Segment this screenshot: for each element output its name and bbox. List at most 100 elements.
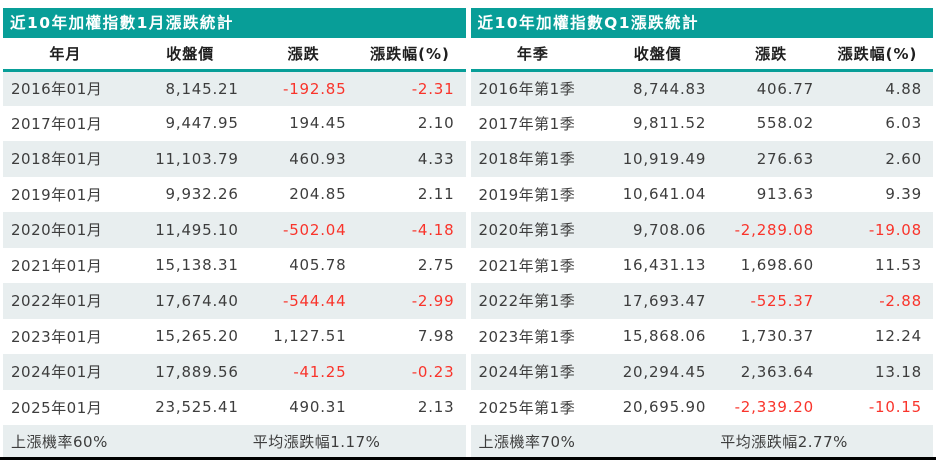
change-cell: 913.63 [756, 185, 814, 204]
table-row: 2016年01月 8,145.21 -192.85 -2.31 [3, 70, 466, 106]
table-row: 2019年01月 9,932.26 204.85 2.11 [3, 176, 466, 212]
table-row: 2020年01月 11,495.10 -502.04 -4.18 [3, 212, 466, 248]
col-header-period: 年月 [3, 38, 128, 72]
change-cell: 406.77 [756, 79, 814, 98]
q1-stats-table: 近10年加權指數Q1漲跌統計 年季 收盤價 漲跌 漲跌幅(%) 2016年第1季… [470, 8, 933, 457]
change-pct-cell: 2.75 [417, 256, 455, 275]
change-cell: -192.85 [283, 79, 347, 98]
period-cell: 2023年第1季 [478, 327, 576, 346]
table-row: 2020年第1季 9,708.06 -2,289.08 -19.08 [470, 212, 933, 248]
close-cell: 8,744.83 [633, 79, 707, 98]
period-cell: 2020年01月 [11, 221, 103, 240]
period-cell: 2024年第1季 [478, 363, 576, 382]
change-cell: 1,730.37 [740, 327, 814, 346]
close-cell: 10,919.49 [622, 149, 707, 168]
col-header-change-pct: 漲跌幅(%) [822, 38, 933, 72]
period-cell: 2022年第1季 [478, 292, 576, 311]
change-pct-cell: 7.98 [417, 327, 455, 346]
change-cell: 194.45 [289, 114, 347, 133]
change-cell: -2,289.08 [734, 220, 814, 239]
change-pct-cell: 2.13 [417, 398, 455, 417]
close-cell: 10,641.04 [622, 185, 707, 204]
period-cell: 2019年第1季 [478, 185, 576, 204]
table-row: 2023年第1季 15,868.06 1,730.37 12.24 [470, 318, 933, 354]
tables-container: 近10年加權指數1月漲跌統計 年月 收盤價 漲跌 漲跌幅(%) 2016年01月… [3, 8, 933, 457]
page: 近10年加權指數1月漲跌統計 年月 收盤價 漲跌 漲跌幅(%) 2016年01月… [3, 8, 933, 457]
change-cell: -544.44 [283, 291, 347, 310]
change-pct-cell: 11.53 [875, 256, 922, 275]
win-rate-label: 上漲機率60% [11, 432, 108, 451]
table-row: 2025年01月 23,525.41 490.31 2.13 [3, 389, 466, 425]
table-row: 2024年第1季 20,294.45 2,363.64 13.18 [470, 354, 933, 390]
table-row: 2019年第1季 10,641.04 913.63 9.39 [470, 176, 933, 212]
table-row: 2021年第1季 16,431.13 1,698.60 11.53 [470, 247, 933, 283]
close-cell: 20,695.90 [622, 398, 707, 417]
summary-row: 上漲機率70% 平均漲跌幅2.77% [470, 425, 933, 457]
change-pct-cell: 12.24 [875, 327, 922, 346]
change-pct-cell: -2.88 [879, 291, 922, 310]
change-cell: -2,339.20 [734, 398, 814, 417]
period-cell: 2022年01月 [11, 292, 103, 311]
table-title-bar: 近10年加權指數1月漲跌統計 [3, 8, 466, 38]
close-cell: 9,932.26 [165, 185, 239, 204]
col-header-close: 收盤價 [595, 38, 721, 72]
change-pct-cell: 4.33 [417, 149, 455, 168]
close-cell: 15,868.06 [622, 327, 707, 346]
bottom-rule [0, 457, 936, 460]
close-cell: 17,693.47 [622, 291, 707, 310]
table-title: 近10年加權指數Q1漲跌統計 [477, 14, 700, 32]
change-pct-cell: -4.18 [411, 220, 455, 239]
change-pct-cell: -2.31 [411, 79, 455, 98]
table-row: 2024年01月 17,889.56 -41.25 -0.23 [3, 354, 466, 390]
change-cell: -502.04 [283, 220, 347, 239]
close-cell: 8,145.21 [165, 79, 239, 98]
change-cell: 460.93 [289, 149, 347, 168]
table-title-bar: 近10年加權指數Q1漲跌統計 [470, 8, 933, 38]
win-rate-label: 上漲機率70% [478, 432, 576, 451]
table-row: 2018年第1季 10,919.49 276.63 2.60 [470, 141, 933, 177]
close-cell: 11,495.10 [155, 220, 239, 239]
change-cell: 2,363.64 [740, 362, 814, 381]
data-table: 年月 收盤價 漲跌 漲跌幅(%) 2016年01月 8,145.21 -192.85… [3, 38, 466, 425]
change-cell: 490.31 [289, 398, 347, 417]
change-pct-cell: 2.10 [417, 114, 455, 133]
col-header-close: 收盤價 [127, 38, 253, 72]
table-row: 2018年01月 11,103.79 460.93 4.33 [3, 141, 466, 177]
period-cell: 2016年01月 [11, 80, 103, 98]
period-cell: 2018年第1季 [478, 150, 576, 169]
table-row: 2016年第1季 8,744.83 406.77 4.88 [470, 70, 933, 106]
period-cell: 2025年第1季 [478, 398, 576, 417]
col-header-period: 年季 [470, 38, 596, 72]
change-pct-cell: -19.08 [868, 220, 922, 239]
table-row: 2022年第1季 17,693.47 -525.37 -2.88 [470, 283, 933, 319]
change-pct-cell: -10.15 [868, 398, 922, 417]
change-pct-cell: -0.23 [411, 362, 455, 381]
january-stats-table: 近10年加權指數1月漲跌統計 年月 收盤價 漲跌 漲跌幅(%) 2016年01月… [3, 8, 466, 457]
close-cell: 20,294.45 [622, 362, 707, 381]
period-cell: 2025年01月 [11, 398, 103, 417]
close-cell: 11,103.79 [155, 149, 239, 168]
change-cell: 1,698.60 [740, 256, 814, 275]
change-pct-cell: 9.39 [885, 185, 922, 204]
change-cell: 405.78 [289, 256, 347, 275]
table-title: 近10年加權指數1月漲跌統計 [10, 14, 234, 32]
change-pct-cell: 2.11 [417, 185, 455, 204]
avg-change-label: 平均漲跌幅1.17% [252, 432, 381, 451]
close-cell: 15,138.31 [155, 256, 239, 275]
close-cell: 17,674.40 [155, 291, 239, 310]
period-cell: 2023年01月 [11, 327, 103, 346]
change-cell: 276.63 [756, 149, 814, 168]
data-table: 年季 收盤價 漲跌 漲跌幅(%) 2016年第1季 8,744.83 406.77 4… [470, 38, 933, 425]
change-cell: 558.02 [756, 114, 814, 133]
close-cell: 15,265.20 [155, 327, 239, 346]
period-cell: 2024年01月 [11, 363, 103, 382]
close-cell: 17,889.56 [155, 362, 239, 381]
close-cell: 9,708.06 [633, 220, 707, 239]
close-cell: 9,447.95 [165, 114, 239, 133]
header-row: 年季 收盤價 漲跌 漲跌幅(%) [470, 38, 933, 72]
period-cell: 2020年第1季 [478, 221, 576, 240]
change-cell: -41.25 [293, 362, 347, 381]
period-cell: 2017年01月 [11, 114, 103, 133]
change-pct-cell: 4.88 [885, 79, 922, 98]
table-row: 2025年第1季 20,695.90 -2,339.20 -10.15 [470, 389, 933, 425]
